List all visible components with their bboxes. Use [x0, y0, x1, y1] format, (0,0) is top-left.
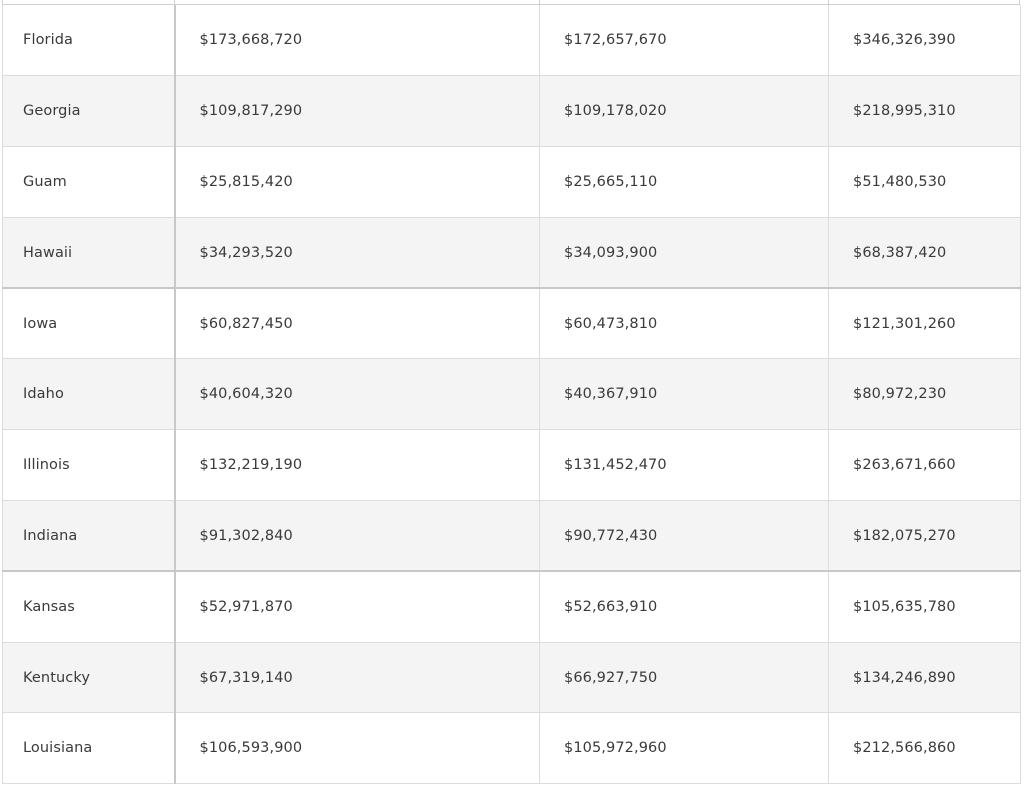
amount-cell-a: $25,815,420	[174, 146, 540, 218]
amount-cell-a: $67,319,140	[174, 642, 540, 714]
amount-cell-b: $131,452,470	[539, 429, 829, 502]
amount-cell-b: $40,367,910	[539, 358, 829, 431]
table-row: Hawaii $34,293,520 $34,093,900 $68,387,4…	[2, 217, 1021, 290]
amount-cell-b: $90,772,430	[539, 500, 829, 573]
amount-cell-a: $34,293,520	[174, 217, 540, 290]
amount-cell-a: $106,593,900	[174, 712, 540, 785]
state-cell: Guam	[2, 146, 176, 218]
amount-cell-a: $91,302,840	[174, 500, 540, 573]
state-cell: Kansas	[2, 571, 176, 643]
amount-cell-b: $34,093,900	[539, 217, 829, 290]
state-cell: Indiana	[2, 500, 176, 573]
amount-cell-a: $52,971,870	[174, 571, 540, 643]
amount-cell-b: $60,473,810	[539, 288, 829, 360]
amount-cell-b: $25,665,110	[539, 146, 829, 218]
total-cell: $51,480,530	[828, 146, 1021, 218]
allocation-table: Florida $173,668,720 $172,657,670 $346,3…	[2, 5, 1021, 785]
amount-cell-b: $172,657,670	[539, 5, 829, 77]
total-cell: $121,301,260	[828, 288, 1021, 360]
amount-cell-b: $66,927,750	[539, 642, 829, 714]
amount-cell-a: $132,219,190	[174, 429, 540, 502]
table-row: Georgia $109,817,290 $109,178,020 $218,9…	[2, 75, 1021, 148]
total-cell: $218,995,310	[828, 75, 1021, 148]
table-row: Kentucky $67,319,140 $66,927,750 $134,24…	[2, 642, 1021, 714]
state-cell: Iowa	[2, 288, 176, 360]
total-cell: $182,075,270	[828, 500, 1021, 573]
table-row: Illinois $132,219,190 $131,452,470 $263,…	[2, 429, 1021, 502]
state-cell: Illinois	[2, 429, 176, 502]
amount-cell-a: $40,604,320	[174, 358, 540, 431]
table-row: Louisiana $106,593,900 $105,972,960 $212…	[2, 712, 1021, 785]
total-cell: $263,671,660	[828, 429, 1021, 502]
state-cell: Kentucky	[2, 642, 176, 714]
amount-cell-b: $109,178,020	[539, 75, 829, 148]
amount-cell-a: $173,668,720	[174, 5, 540, 77]
amount-cell-b: $52,663,910	[539, 571, 829, 643]
table-row: Iowa $60,827,450 $60,473,810 $121,301,26…	[2, 288, 1021, 360]
table-row: Guam $25,815,420 $25,665,110 $51,480,530	[2, 146, 1021, 218]
total-cell: $105,635,780	[828, 571, 1021, 643]
total-cell: $346,326,390	[828, 5, 1021, 77]
table-row: Florida $173,668,720 $172,657,670 $346,3…	[2, 5, 1021, 77]
amount-cell-b: $105,972,960	[539, 712, 829, 785]
amount-cell-a: $109,817,290	[174, 75, 540, 148]
table-row: Idaho $40,604,320 $40,367,910 $80,972,23…	[2, 358, 1021, 431]
total-cell: $134,246,890	[828, 642, 1021, 714]
table-row: Kansas $52,971,870 $52,663,910 $105,635,…	[2, 571, 1021, 643]
table-row: Indiana $91,302,840 $90,772,430 $182,075…	[2, 500, 1021, 573]
amount-cell-a: $60,827,450	[174, 288, 540, 360]
total-cell: $212,566,860	[828, 712, 1021, 785]
state-cell: Hawaii	[2, 217, 176, 290]
table-top-edge	[2, 0, 1020, 5]
state-cell: Louisiana	[2, 712, 176, 785]
state-cell: Georgia	[2, 75, 176, 148]
total-cell: $68,387,420	[828, 217, 1021, 290]
total-cell: $80,972,230	[828, 358, 1021, 431]
state-cell: Idaho	[2, 358, 176, 431]
state-cell: Florida	[2, 5, 176, 77]
